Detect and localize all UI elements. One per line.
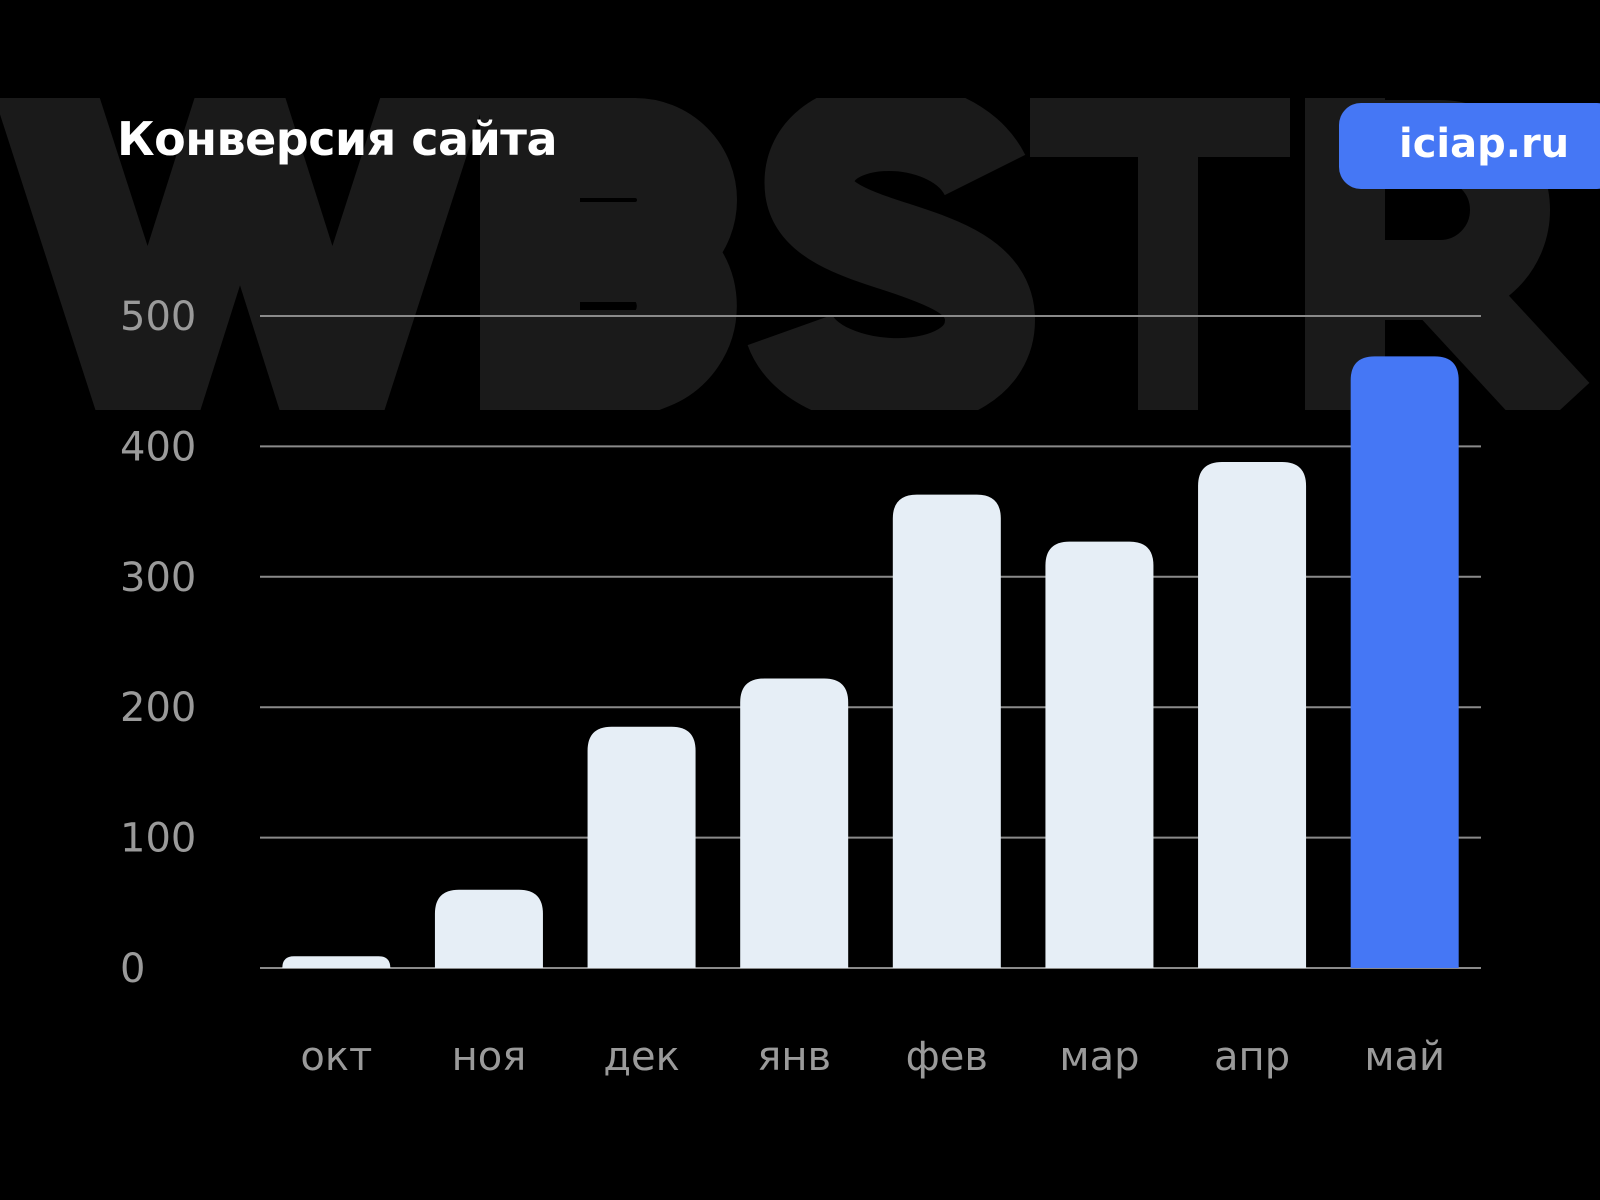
x-tick-label: ноя [452, 1034, 527, 1080]
bar-фев [892, 494, 1001, 968]
watermark-letter-b [480, 98, 737, 410]
bar-апр [1198, 462, 1307, 968]
x-tick-label: апр [1214, 1034, 1290, 1080]
y-tick-label: 0 [120, 946, 145, 992]
x-tick-label: май [1364, 1034, 1445, 1080]
bar-янв [740, 678, 849, 968]
x-tick-label: мар [1059, 1034, 1139, 1080]
watermark-letter-t [1030, 98, 1290, 410]
y-tick-label: 400 [120, 424, 196, 470]
x-tick-label: янв [757, 1034, 831, 1080]
y-tick-label: 200 [120, 685, 196, 731]
y-tick-label: 100 [120, 816, 196, 862]
chart-title: Конверсия сайта [117, 112, 558, 166]
bar-дек [587, 726, 696, 968]
bar-ноя [434, 889, 543, 968]
watermark-logo [0, 98, 1590, 410]
watermark-letter-w [0, 98, 486, 410]
bar-май [1350, 356, 1459, 968]
bar-мар [1045, 541, 1154, 968]
x-tick-label: окт [300, 1034, 372, 1080]
site-badge-label: iciap.ru [1399, 121, 1570, 167]
y-tick-label: 500 [120, 294, 196, 340]
y-tick-label: 300 [120, 555, 196, 601]
x-tick-label: дек [603, 1034, 679, 1080]
x-tick-label: фев [906, 1034, 988, 1080]
watermark-letter-s [747, 98, 1036, 410]
site-badge[interactable]: iciap.ru [1339, 103, 1600, 189]
bar-окт [282, 956, 391, 968]
